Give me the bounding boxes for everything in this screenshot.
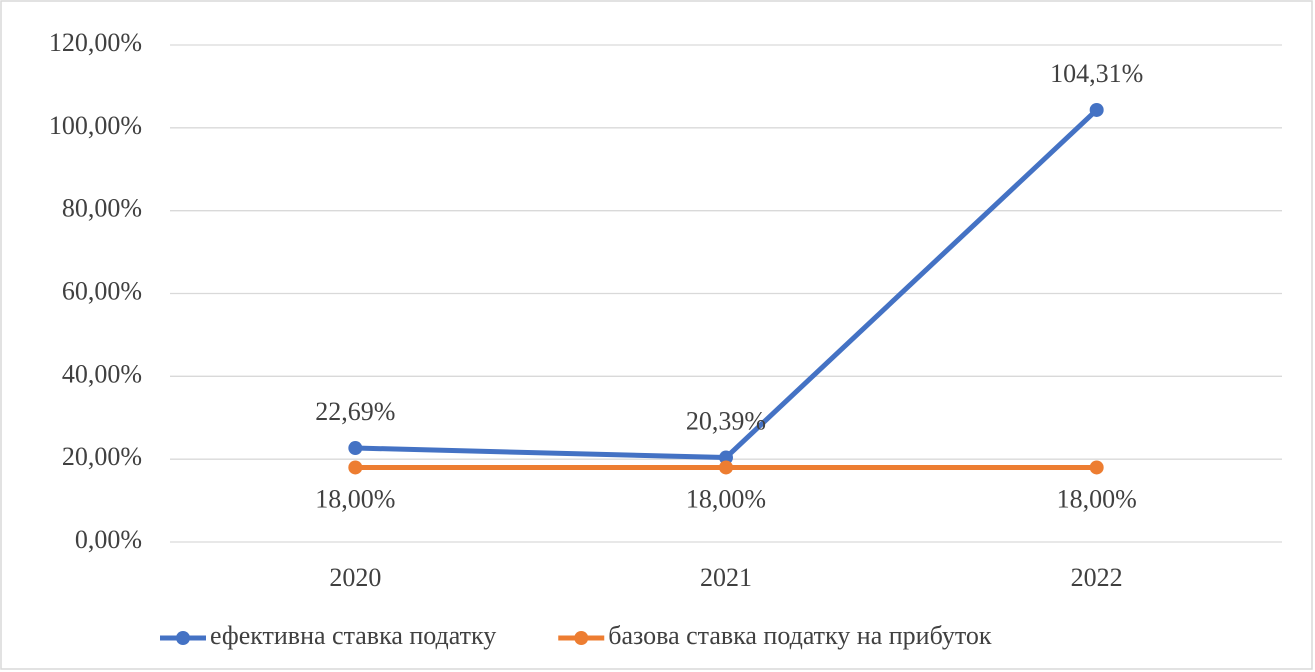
- y-tick-label: 80,00%: [62, 194, 142, 223]
- marker: [1089, 102, 1104, 117]
- data-label: 20,39%: [686, 407, 766, 436]
- marker: [719, 460, 733, 475]
- legend-label: ефективна ставка податку: [210, 621, 496, 650]
- y-tick-label: 40,00%: [62, 359, 142, 388]
- data-label: 18,00%: [315, 484, 395, 513]
- x-tick-label: 2022: [1071, 563, 1123, 592]
- y-tick-label: 60,00%: [62, 276, 142, 305]
- x-tick-label: 2021: [700, 563, 752, 592]
- y-tick-label: 120,00%: [49, 28, 142, 57]
- y-tick-label: 20,00%: [62, 442, 142, 471]
- marker: [1089, 460, 1104, 475]
- marker: [348, 441, 363, 456]
- legend-label: базова ставка податку на прибуток: [608, 621, 992, 650]
- data-label: 104,31%: [1050, 59, 1143, 88]
- data-label: 18,00%: [686, 484, 766, 513]
- y-tick-label: 100,00%: [49, 111, 142, 140]
- marker: [348, 460, 363, 475]
- data-label: 18,00%: [1057, 484, 1137, 513]
- y-tick-label: 0,00%: [75, 525, 142, 554]
- data-label: 22,69%: [315, 397, 395, 426]
- legend-marker: [176, 631, 190, 645]
- x-tick-label: 2020: [329, 563, 381, 592]
- legend-marker: [574, 631, 589, 645]
- marker: [719, 450, 733, 465]
